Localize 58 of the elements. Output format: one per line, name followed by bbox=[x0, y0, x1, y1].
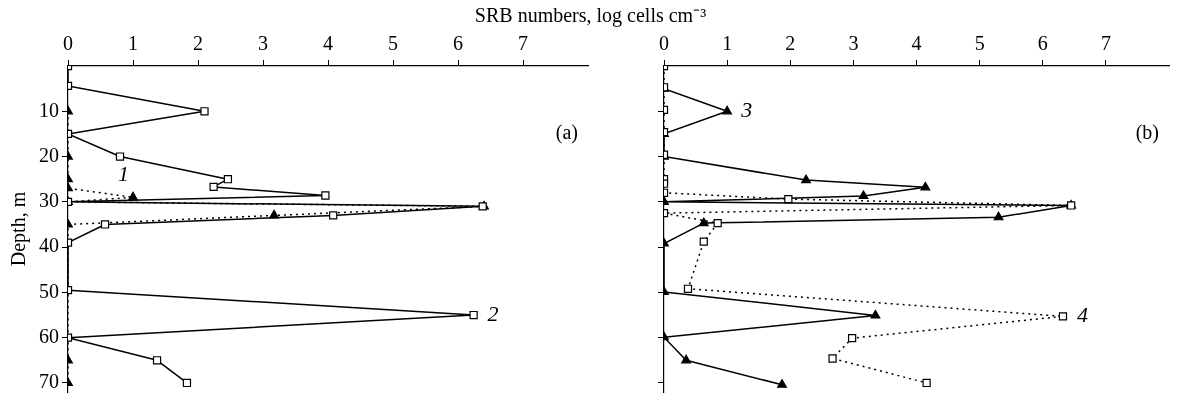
point bbox=[469, 310, 478, 320]
x-tick-label: 5 bbox=[388, 32, 398, 55]
point bbox=[115, 152, 125, 161]
x-tick-label: 2 bbox=[785, 32, 796, 55]
y-tick-label: 60 bbox=[39, 324, 59, 347]
x-tick-label: 4 bbox=[323, 32, 333, 55]
point bbox=[182, 378, 192, 388]
y-tick-label: 70 bbox=[39, 370, 59, 393]
point bbox=[698, 217, 709, 227]
x-tick-label: 5 bbox=[974, 32, 985, 55]
x-tick-label: 7 bbox=[518, 32, 528, 55]
point bbox=[321, 191, 330, 200]
point bbox=[100, 220, 110, 229]
y-tick-label: 30 bbox=[39, 189, 59, 212]
annotation: 1 bbox=[118, 160, 129, 186]
annotation: (b) bbox=[1135, 121, 1159, 145]
y-axis-title: Depth, m bbox=[7, 191, 31, 267]
point bbox=[681, 354, 692, 364]
point bbox=[922, 378, 931, 388]
point bbox=[858, 190, 869, 200]
point bbox=[828, 354, 837, 363]
point bbox=[713, 218, 722, 228]
x-tick-label: 1 bbox=[128, 32, 138, 55]
x-tick-label: 6 bbox=[1037, 32, 1048, 55]
annotation: (a) bbox=[555, 121, 578, 145]
x-tick-label: 3 bbox=[258, 32, 268, 55]
x-tick-label: 7 bbox=[1100, 32, 1111, 55]
x-tick-label: 0 bbox=[659, 32, 669, 55]
point bbox=[223, 175, 233, 184]
y-tick-label: 40 bbox=[39, 234, 59, 257]
point bbox=[920, 181, 931, 191]
point bbox=[699, 237, 708, 246]
point bbox=[329, 211, 338, 220]
point bbox=[847, 333, 857, 343]
point bbox=[209, 182, 218, 192]
point bbox=[801, 174, 811, 184]
y-tick-label: 20 bbox=[39, 143, 59, 166]
y-tick-label: 50 bbox=[39, 279, 59, 302]
point bbox=[1058, 312, 1068, 321]
x-tick-label: 6 bbox=[453, 32, 463, 55]
point bbox=[777, 379, 787, 388]
x-axis-title: SRB numbers, log cells cm⁻³ bbox=[473, 3, 708, 29]
point bbox=[683, 284, 693, 293]
annotation: 2 bbox=[487, 300, 499, 326]
annotation: 4 bbox=[1076, 302, 1088, 328]
y-tick-label: 10 bbox=[39, 98, 59, 121]
point bbox=[152, 356, 162, 365]
point bbox=[784, 194, 793, 204]
point bbox=[200, 107, 209, 116]
x-tick-label: 3 bbox=[848, 32, 859, 55]
annotation: 3 bbox=[740, 97, 753, 123]
point bbox=[993, 211, 1004, 221]
x-tick-label: 2 bbox=[193, 32, 203, 55]
point bbox=[722, 105, 733, 115]
x-tick-label: 1 bbox=[722, 32, 733, 55]
x-tick-label: 0 bbox=[63, 32, 73, 55]
x-tick-label: 4 bbox=[911, 32, 922, 55]
point bbox=[870, 309, 881, 319]
